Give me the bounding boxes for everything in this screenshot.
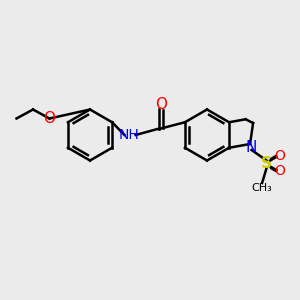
Text: O: O	[155, 97, 167, 112]
Text: NH: NH	[118, 128, 140, 142]
Text: CH₃: CH₃	[252, 183, 272, 193]
Text: N: N	[246, 140, 257, 155]
Text: O: O	[274, 164, 286, 178]
Text: O: O	[274, 149, 286, 163]
Text: S: S	[261, 156, 272, 171]
Text: O: O	[44, 111, 56, 126]
